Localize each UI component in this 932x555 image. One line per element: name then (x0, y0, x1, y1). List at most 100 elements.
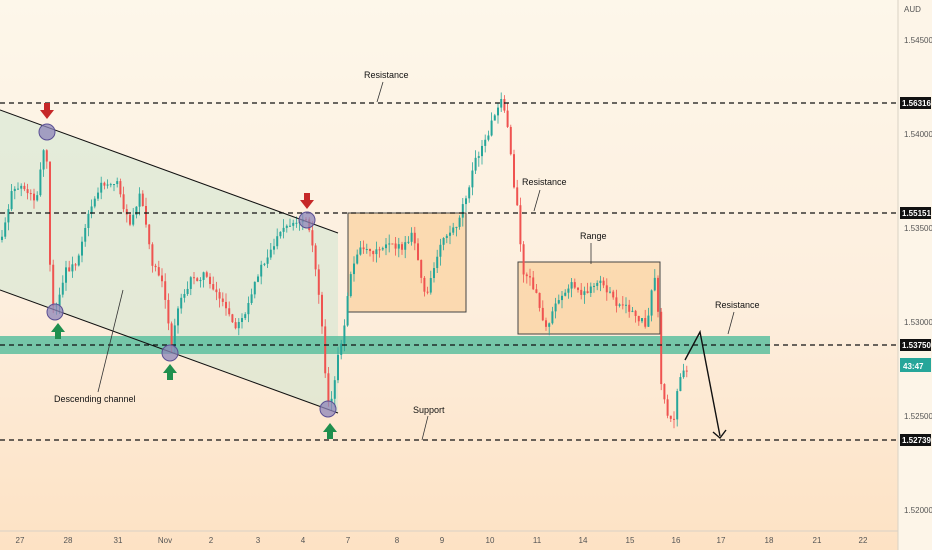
candle-body (513, 154, 515, 188)
candle-body (273, 246, 275, 250)
candle-body (289, 225, 291, 227)
x-tick-label: 10 (486, 536, 495, 545)
candle-body (20, 185, 23, 189)
candle-body (148, 224, 151, 245)
candle-body (295, 222, 298, 224)
candle-body (97, 192, 99, 199)
candle-body (42, 150, 45, 170)
candle-body (532, 277, 535, 290)
candle-body (260, 264, 263, 277)
price-label-current-countdown: 43:47 (903, 362, 924, 371)
candle-body (282, 227, 285, 232)
candle-body (132, 214, 135, 225)
candle-body (657, 277, 659, 312)
candle-body (404, 242, 407, 250)
candle-body (39, 169, 42, 196)
x-tick-label: 9 (440, 536, 445, 545)
candle-body (215, 289, 218, 293)
candle-body (141, 193, 144, 207)
candle-body (58, 294, 61, 306)
candle-body (522, 244, 525, 275)
candle-body (593, 285, 595, 287)
candle-body (81, 241, 83, 256)
candle-body (385, 244, 387, 249)
candle-body (225, 301, 227, 309)
candle-body (375, 249, 378, 255)
candle-body (362, 247, 365, 250)
candle-body (205, 272, 208, 277)
annotation-pointer (727, 311, 735, 335)
candle-body (458, 217, 461, 227)
candle-body (474, 157, 477, 171)
candle-body (87, 213, 90, 228)
price-label-resistance-low: 1.53750 (900, 339, 931, 351)
candle-body (263, 263, 266, 265)
candle-body (333, 380, 336, 399)
candle-body (381, 248, 384, 250)
candle-body (209, 276, 211, 285)
candle-body (631, 310, 634, 312)
price-axis-panel[interactable] (898, 0, 932, 550)
candle-body (314, 245, 317, 270)
down-arrow-icon (300, 193, 314, 209)
touch-circle-bottom-1 (46, 303, 64, 321)
candle-body (477, 156, 480, 158)
candle-body (317, 269, 320, 295)
annotation-pointer (376, 81, 384, 103)
candle-body (564, 292, 567, 296)
candle-body (241, 318, 243, 322)
candle-body (541, 307, 544, 321)
candle-body (340, 343, 343, 355)
price-label-resistance-top: 1.56316 (900, 97, 931, 109)
candle-body (567, 288, 570, 293)
candle-body (186, 288, 189, 295)
candle-body (497, 107, 499, 116)
candle-body (23, 185, 26, 190)
candle-body (7, 209, 10, 223)
y-tick-label: 1.53000 (904, 318, 932, 327)
candle-body (394, 243, 397, 249)
candle-body (548, 323, 551, 327)
y-tick-label: 1.54000 (904, 130, 932, 139)
range-box-1 (347, 212, 467, 313)
candle-body (52, 264, 55, 307)
y-tick-label: 1.52500 (904, 412, 932, 421)
x-tick-label: 18 (765, 536, 774, 545)
x-tick-label: 3 (256, 536, 261, 545)
candle-body (647, 315, 650, 327)
candle-body (68, 267, 71, 272)
candle-body (93, 198, 96, 207)
candle-body (551, 311, 554, 324)
candle-body (609, 291, 611, 293)
candle-body (429, 278, 432, 293)
candle-body (356, 254, 359, 264)
annotation-descending-channel: Descending channel (54, 394, 136, 404)
x-tick-label: 28 (64, 536, 73, 545)
candle-body (519, 205, 522, 245)
candle-body (417, 243, 419, 260)
candle-body (436, 256, 439, 269)
candle-body (193, 277, 195, 279)
projection-arrowhead (712, 429, 727, 440)
candle-body (554, 303, 557, 312)
x-tick-label: 27 (16, 536, 25, 545)
x-tick-label: 17 (717, 536, 726, 545)
candle-body (266, 257, 269, 264)
candle-body (484, 139, 487, 146)
candle-body (202, 272, 205, 280)
candle-body (343, 325, 346, 344)
candle-body (650, 290, 653, 316)
candle-body (164, 281, 167, 300)
candle-body (673, 418, 675, 420)
annotation-resistance-2: Resistance (522, 177, 567, 187)
candle-body (580, 289, 583, 295)
candle-body (503, 99, 506, 111)
candle-body (500, 99, 503, 108)
candle-body (138, 193, 141, 207)
candle-body (452, 227, 455, 233)
candle-body (4, 222, 7, 237)
candle-body (33, 193, 35, 201)
candle-body (599, 280, 602, 283)
